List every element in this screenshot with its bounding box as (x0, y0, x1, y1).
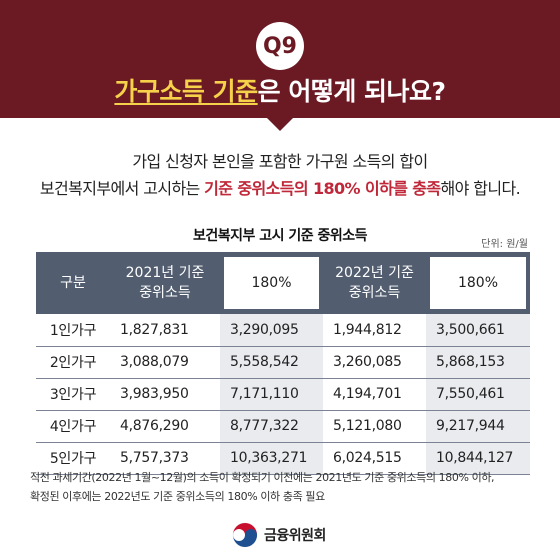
intro-line-2: 보건복지부에서 고시하는 기준 중위소득의 180% 이하를 충족해야 합니다. (0, 175, 560, 202)
taegeuk-emblem-icon (232, 522, 258, 548)
header-2021-line2: 중위소득 (139, 285, 191, 301)
title-rest: 은 어떻게 되나요? (257, 77, 446, 106)
intro-text: 가입 신청자 본인을 포함한 가구원 소득의 합이 보건복지부에서 고시하는 기… (0, 148, 560, 202)
cell-2021: 3,088,079 (110, 346, 220, 379)
cell-2022-pct: 10,844,127 (426, 442, 530, 475)
header-2021-line1: 2021년 기준 (125, 265, 205, 281)
header-2021-pct: 180% (224, 257, 319, 309)
header-2021-pct-cell: 180% (220, 252, 323, 314)
question-badge: Q9 (256, 22, 304, 70)
header-banner: Q9 가구소득 기준은 어떻게 되나요? (0, 0, 560, 118)
cell-2021: 3,983,950 (110, 378, 220, 411)
header-category: 구분 (36, 252, 110, 314)
footnote: 직전 과세기간(2022년 1월~12월)의 소득이 확정되기 이전에는 202… (30, 468, 540, 506)
cell-2022: 4,194,701 (323, 378, 426, 411)
intro-line-1: 가입 신청자 본인을 포함한 가구원 소득의 합이 (132, 152, 428, 171)
fsc-logo: 금융위원회 (232, 522, 326, 548)
table-row: 5인가구 5,757,373 10,363,271 6,024,515 10,8… (36, 442, 530, 475)
header-2022-pct-cell: 180% (426, 252, 530, 314)
unit-label: 단위: 원/월 (481, 239, 528, 250)
cell-2021-pct: 7,171,110 (220, 378, 323, 411)
cell-2022: 1,944,812 (323, 314, 426, 347)
row-label: 5인가구 (36, 442, 110, 475)
footnote-line-1: 직전 과세기간(2022년 1월~12월)의 소득이 확정되기 이전에는 202… (30, 471, 495, 484)
footnote-line-2: 확정된 이후에는 2022년도 기준 중위소득의 180% 이하 충족 필요 (30, 490, 325, 503)
row-label: 4인가구 (36, 410, 110, 443)
header-notch (266, 117, 294, 131)
logo-text: 금융위원회 (264, 528, 326, 544)
cell-2021-pct: 3,290,095 (220, 314, 323, 347)
cell-2022-pct: 7,550,461 (426, 378, 530, 411)
row-label: 1인가구 (36, 314, 110, 347)
intro-emphasis: 기준 중위소득의 180% 이하를 충족 (204, 179, 441, 198)
header-2022-pct: 180% (430, 257, 526, 309)
table-row: 1인가구 1,827,831 3,290,095 1,944,812 3,500… (36, 314, 530, 347)
cell-2021: 5,757,373 (110, 442, 220, 475)
cell-2022-pct: 3,500,661 (426, 314, 530, 347)
table-row: 2인가구 3,088,079 5,558,542 3,260,085 5,868… (36, 346, 530, 379)
cell-2021-pct: 10,363,271 (220, 442, 323, 475)
intro-line-2-post: 해야 합니다. (440, 179, 521, 198)
cell-2022: 6,024,515 (323, 442, 426, 475)
header-2022-line1: 2022년 기준 (335, 265, 414, 281)
table-row: 4인가구 4,876,290 8,777,322 5,121,080 9,217… (36, 410, 530, 443)
cell-2021: 4,876,290 (110, 410, 220, 443)
header-2022-line2: 중위소득 (348, 285, 401, 301)
title-highlight: 가구소득 기준 (114, 77, 258, 106)
cell-2022: 5,121,080 (323, 410, 426, 443)
intro-line-2-pre: 보건복지부에서 고시하는 (39, 179, 205, 198)
row-label: 3인가구 (36, 378, 110, 411)
table-title: 보건복지부 고시 기준 중위소득 (192, 228, 368, 244)
cell-2021: 1,827,831 (110, 314, 220, 347)
cell-2022-pct: 9,217,944 (426, 410, 530, 443)
row-label: 2인가구 (36, 346, 110, 379)
table-row: 3인가구 3,983,950 7,171,110 4,194,701 7,550… (36, 378, 530, 411)
cell-2022-pct: 5,868,153 (426, 346, 530, 379)
cell-2021-pct: 8,777,322 (220, 410, 323, 443)
cell-2021-pct: 5,558,542 (220, 346, 323, 379)
cell-2022: 3,260,085 (323, 346, 426, 379)
page-title: 가구소득 기준은 어떻게 되나요? (0, 72, 560, 108)
